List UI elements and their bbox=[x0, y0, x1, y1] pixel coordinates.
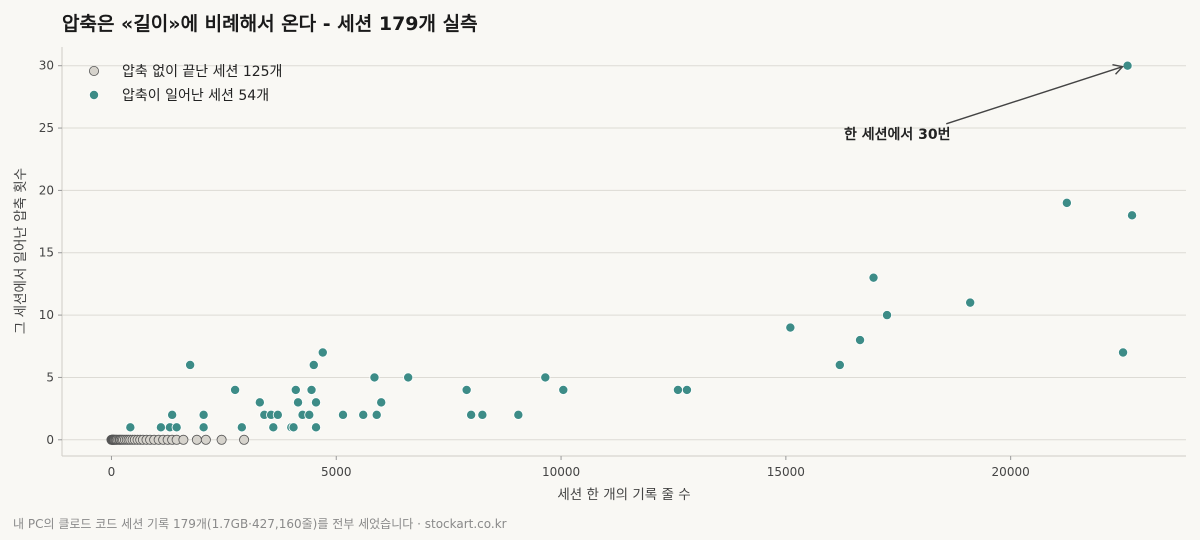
y-tick-label: 30 bbox=[39, 59, 54, 73]
data-point bbox=[834, 359, 845, 370]
data-point bbox=[337, 409, 348, 420]
data-point bbox=[268, 422, 279, 433]
x-tick-label: 15000 bbox=[767, 465, 805, 479]
data-point bbox=[461, 384, 472, 395]
data-point bbox=[540, 372, 551, 383]
data-point bbox=[317, 347, 328, 358]
annotation-arrow bbox=[946, 64, 1124, 125]
legend: 압축 없이 끝난 세션 125개 압축이 일어난 세션 54개 bbox=[89, 64, 282, 104]
data-point bbox=[167, 409, 178, 420]
legend-marker-compaction bbox=[89, 90, 100, 101]
data-point bbox=[1122, 60, 1133, 71]
series-no-compaction bbox=[106, 434, 250, 445]
data-point bbox=[178, 434, 189, 445]
data-point bbox=[403, 372, 414, 383]
series-compaction bbox=[125, 60, 1138, 433]
data-point bbox=[191, 434, 202, 445]
data-point bbox=[311, 422, 322, 433]
data-point bbox=[155, 422, 166, 433]
legend-label-compaction: 압축이 일어난 세션 54개 bbox=[122, 88, 269, 104]
data-point bbox=[171, 422, 182, 433]
data-point bbox=[125, 422, 136, 433]
data-point bbox=[308, 359, 319, 370]
grid bbox=[62, 65, 1186, 441]
x-axis-label: 세션 한 개의 기록 줄 수 bbox=[557, 487, 690, 503]
data-point bbox=[311, 397, 322, 408]
data-point bbox=[1127, 210, 1138, 221]
data-point bbox=[369, 372, 380, 383]
data-point bbox=[785, 322, 796, 333]
data-point bbox=[230, 384, 241, 395]
axes-frame bbox=[61, 47, 1186, 457]
y-tick-label: 15 bbox=[39, 246, 54, 260]
y-axis-ticks: 0 5 10 15 20 25 30 bbox=[39, 59, 62, 447]
data-point bbox=[513, 409, 524, 420]
data-point bbox=[376, 397, 387, 408]
data-point bbox=[306, 384, 317, 395]
data-point bbox=[672, 384, 683, 395]
data-point bbox=[239, 434, 250, 445]
data-point bbox=[304, 409, 315, 420]
y-axis-label: 그 세션에서 일어난 압축 횟수 bbox=[13, 168, 29, 334]
data-point bbox=[293, 397, 304, 408]
annotation: 한 세션에서 30번 bbox=[844, 64, 1124, 143]
data-point bbox=[965, 297, 976, 308]
x-tick-label: 10000 bbox=[542, 465, 580, 479]
x-tick-label: 20000 bbox=[992, 465, 1030, 479]
data-point bbox=[681, 384, 692, 395]
footer-note: 내 PC의 클로드 코드 세션 기록 179개(1.7GB·427,160줄)를… bbox=[13, 517, 507, 531]
data-point bbox=[198, 409, 209, 420]
y-tick-label: 5 bbox=[46, 370, 54, 384]
data-point bbox=[466, 409, 477, 420]
data-point bbox=[855, 335, 866, 346]
legend-label-no-compaction: 압축 없이 끝난 세션 125개 bbox=[122, 64, 282, 80]
y-tick-label: 25 bbox=[39, 121, 54, 135]
data-points bbox=[106, 60, 1138, 445]
data-point bbox=[185, 359, 196, 370]
data-point bbox=[371, 409, 382, 420]
data-point bbox=[254, 397, 265, 408]
data-point bbox=[1118, 347, 1129, 358]
data-point bbox=[868, 272, 879, 283]
data-point bbox=[272, 409, 283, 420]
chart-title: 압축은 «길이»에 비례해서 온다 - 세션 179개 실측 bbox=[62, 13, 478, 35]
y-tick-label: 10 bbox=[39, 308, 54, 322]
data-point bbox=[290, 384, 301, 395]
data-point bbox=[200, 434, 211, 445]
data-point bbox=[477, 409, 488, 420]
x-tick-label: 0 bbox=[108, 465, 116, 479]
annotation-text: 한 세션에서 30번 bbox=[844, 126, 951, 143]
y-tick-label: 0 bbox=[46, 433, 54, 447]
data-point bbox=[198, 422, 209, 433]
y-tick-label: 20 bbox=[39, 183, 54, 197]
data-point bbox=[288, 422, 299, 433]
data-point bbox=[358, 409, 369, 420]
data-point bbox=[882, 310, 893, 321]
legend-marker-no-compaction bbox=[89, 66, 100, 77]
data-point bbox=[558, 384, 569, 395]
data-point bbox=[236, 422, 247, 433]
x-tick-label: 5000 bbox=[321, 465, 352, 479]
data-point bbox=[216, 434, 227, 445]
data-point bbox=[1061, 197, 1072, 208]
x-axis-ticks: 0 5000 10000 15000 20000 bbox=[108, 456, 1030, 479]
